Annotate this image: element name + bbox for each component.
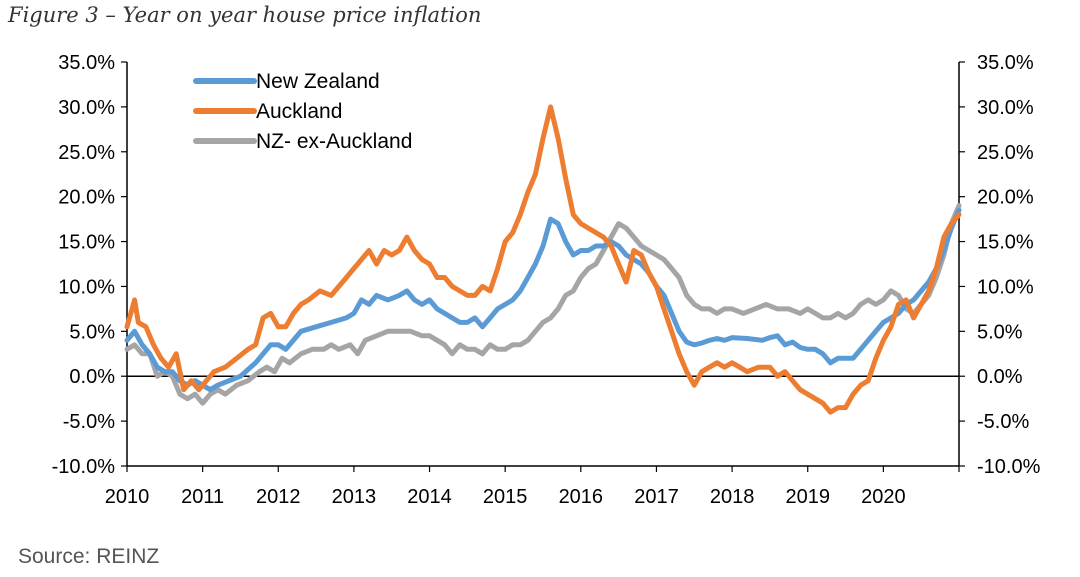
x-tick-label: 2011 [181, 486, 224, 508]
y-tick-label-right: 20.0% [977, 187, 1034, 209]
series-line-auckland [124, 104, 962, 415]
x-tick-label: 2012 [256, 486, 301, 508]
y-tick-label-left: 20.0% [58, 187, 115, 209]
x-tick-label: 2014 [407, 486, 452, 508]
y-tick-label-right: 15.0% [977, 232, 1034, 254]
source-note: Source: REINZ [18, 545, 160, 568]
x-tick-label: 2016 [559, 486, 604, 508]
legend-label-nz-ex-auckland: NZ- ex-Auckland [256, 130, 412, 153]
x-tick-label: 2013 [332, 486, 377, 508]
y-tick-label-left: 15.0% [58, 232, 115, 254]
y-tick-label-left: 0.0% [69, 366, 115, 388]
axes: -10.0% -10.0% -5.0% -5.0% 0.0% 0.0% 5.0% 5.0% 10… [52, 52, 1041, 508]
legend: New Zealand Auckland NZ- ex-Auckland [193, 70, 412, 153]
legend-label-auckland: Auckland [256, 100, 342, 123]
x-tick-label: 2020 [861, 486, 906, 508]
y-tick-label-left: 25.0% [58, 142, 115, 164]
x-tick-label: 2017 [634, 486, 679, 508]
x-tick-label: 2019 [785, 486, 830, 508]
y-tick-label-left: -5.0% [63, 411, 115, 433]
x-tick-label: 2010 [105, 486, 150, 508]
y-tick-label-left: -10.0% [52, 456, 116, 478]
y-tick-label-right: 10.0% [977, 276, 1034, 298]
y-tick-label-left: 30.0% [58, 97, 115, 119]
y-tick-label-right: 5.0% [977, 321, 1023, 343]
figure-title: Figure 3 – Year on year house price infl… [8, 3, 482, 27]
series-line-nz-ex-auckland [124, 203, 962, 406]
series-lines [124, 104, 962, 415]
y-tick-label-right: 35.0% [977, 52, 1034, 74]
y-tick-label-right: -5.0% [977, 411, 1029, 433]
legend-label-new-zealand: New Zealand [256, 70, 380, 93]
y-tick-label-left: 5.0% [69, 321, 115, 343]
x-tick-label: 2018 [710, 486, 755, 508]
y-tick-label-right: 25.0% [977, 142, 1034, 164]
y-tick-label-left: 35.0% [58, 52, 115, 74]
y-tick-label-right: 0.0% [977, 366, 1023, 388]
y-tick-label-left: 10.0% [58, 276, 115, 298]
y-tick-label-right: 30.0% [977, 97, 1034, 119]
x-tick-label: 2015 [483, 486, 528, 508]
y-tick-label-right: -10.0% [977, 456, 1041, 478]
series-line-new-zealand [124, 207, 962, 393]
